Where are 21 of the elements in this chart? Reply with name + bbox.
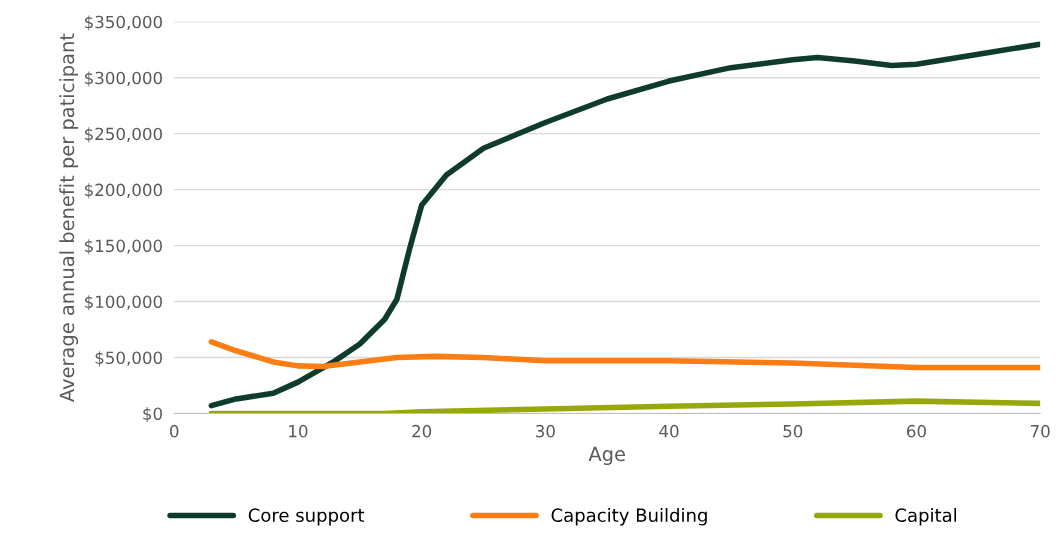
y-axis-title: Average annual benefit per paticipant — [59, 33, 79, 403]
x-tick-label: 30 — [536, 424, 555, 438]
x-tick-label: 20 — [412, 424, 432, 438]
legend-label: Capital — [895, 508, 957, 526]
x-tick-label: 0 — [170, 424, 179, 438]
x-axis-title: Age — [588, 446, 625, 466]
y-tick-label: $250,000 — [84, 127, 163, 143]
x-tick-label: 60 — [907, 424, 926, 438]
x-tick-label: 10 — [289, 424, 308, 438]
x-tick-label: 50 — [783, 424, 803, 438]
y-tick-label: $150,000 — [84, 239, 163, 255]
x-tick-label: 70 — [1030, 424, 1050, 438]
y-tick-label: $0 — [143, 407, 163, 423]
y-tick-label: $50,000 — [95, 351, 163, 367]
x-tick-label: 40 — [659, 424, 679, 438]
legend-label: Core support — [248, 508, 365, 526]
y-tick-label: $300,000 — [84, 71, 163, 87]
legend-label: Capacity Building — [551, 508, 707, 526]
y-tick-label: $200,000 — [84, 183, 163, 199]
y-tick-label: $100,000 — [84, 295, 163, 311]
y-tick-label: $350,000 — [84, 15, 163, 31]
